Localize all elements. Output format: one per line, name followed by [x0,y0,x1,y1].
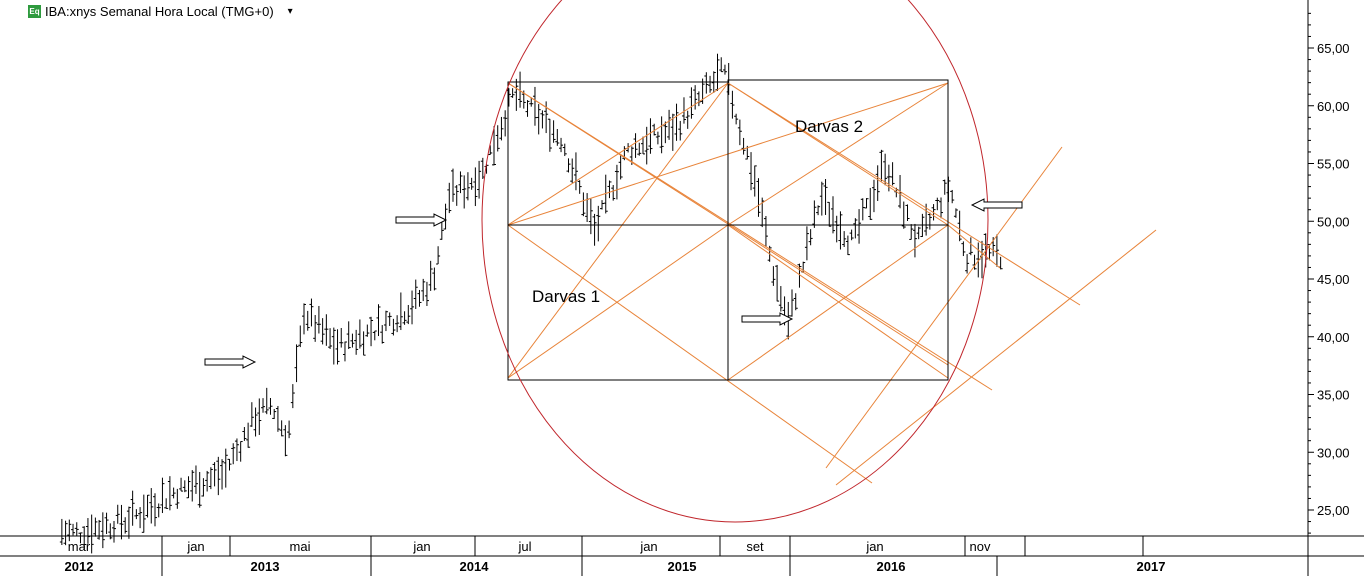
x-year-label: 2012 [65,559,94,574]
gann-line [507,224,873,484]
right-arrow-icon [204,355,257,369]
y-tick-label: 35,00 [1317,388,1350,403]
y-tick-label: 65,00 [1317,41,1350,56]
x-month-label: jul [517,539,531,554]
gann-line [507,82,729,379]
darvas-boxes [507,79,949,381]
right-arrow-icon [741,312,794,326]
gann-line [947,224,1001,269]
chart-title-bar: Eq IBA:xnys Semanal Hora Local (TMG+0) ▾ [28,3,293,19]
darvas-1-label: Darvas 1 [532,287,600,306]
y-tick-label: 45,00 [1317,272,1350,287]
gann-line [507,224,729,379]
y-tick-label: 55,00 [1317,157,1350,172]
chevron-down-icon[interactable]: ▾ [287,5,293,17]
gann-line [727,82,1081,306]
x-month-label: mai [290,539,311,554]
y-tick-label: 60,00 [1317,99,1350,114]
chart-title: IBA:xnys Semanal Hora Local (TMG+0) [45,3,274,19]
gann-line [507,82,729,226]
equity-badge-icon: Eq [28,4,41,18]
gann-line [727,82,949,226]
x-month-label: jan [186,539,204,554]
y-tick-label: 25,00 [1317,503,1350,518]
x-axis: mar jan mai jan jul jan set jan nov 2012 2013 2014 2… [0,535,1364,576]
x-month-label: jan [412,539,430,554]
arrow-annotations [204,198,1023,369]
x-year-label: 2015 [668,559,697,574]
x-month-label: jan [639,539,657,554]
y-axis: 25,00 30,00 35,00 40,00 45,00 50,00 55,00 60,00… [1307,0,1350,536]
y-tick-label: 50,00 [1317,214,1350,229]
x-year-label: 2013 [251,559,280,574]
cycle-circle [481,0,989,523]
x-month-label: nov [970,539,991,554]
right-arrow-icon [395,213,448,227]
x-month-label: mar [68,539,91,554]
gann-line [727,224,949,381]
gann-line [835,229,1157,486]
x-month-label: set [746,539,764,554]
cycle-circle-shape [481,0,989,523]
x-year-label: 2017 [1137,559,1166,574]
x-year-label: 2016 [877,559,906,574]
y-tick-label: 40,00 [1317,330,1350,345]
gann-line [507,82,993,391]
darvas-labels: Darvas 1 Darvas 2 [532,117,863,306]
darvas-box-2 [727,79,949,381]
price-bars [59,53,1003,554]
darvas-2-label: Darvas 2 [795,117,863,136]
left-arrow-icon [970,198,1023,212]
x-month-label: jan [865,539,883,554]
x-year-label: 2014 [460,559,490,574]
gann-line [825,146,1063,469]
y-tick-label: 30,00 [1317,445,1350,460]
